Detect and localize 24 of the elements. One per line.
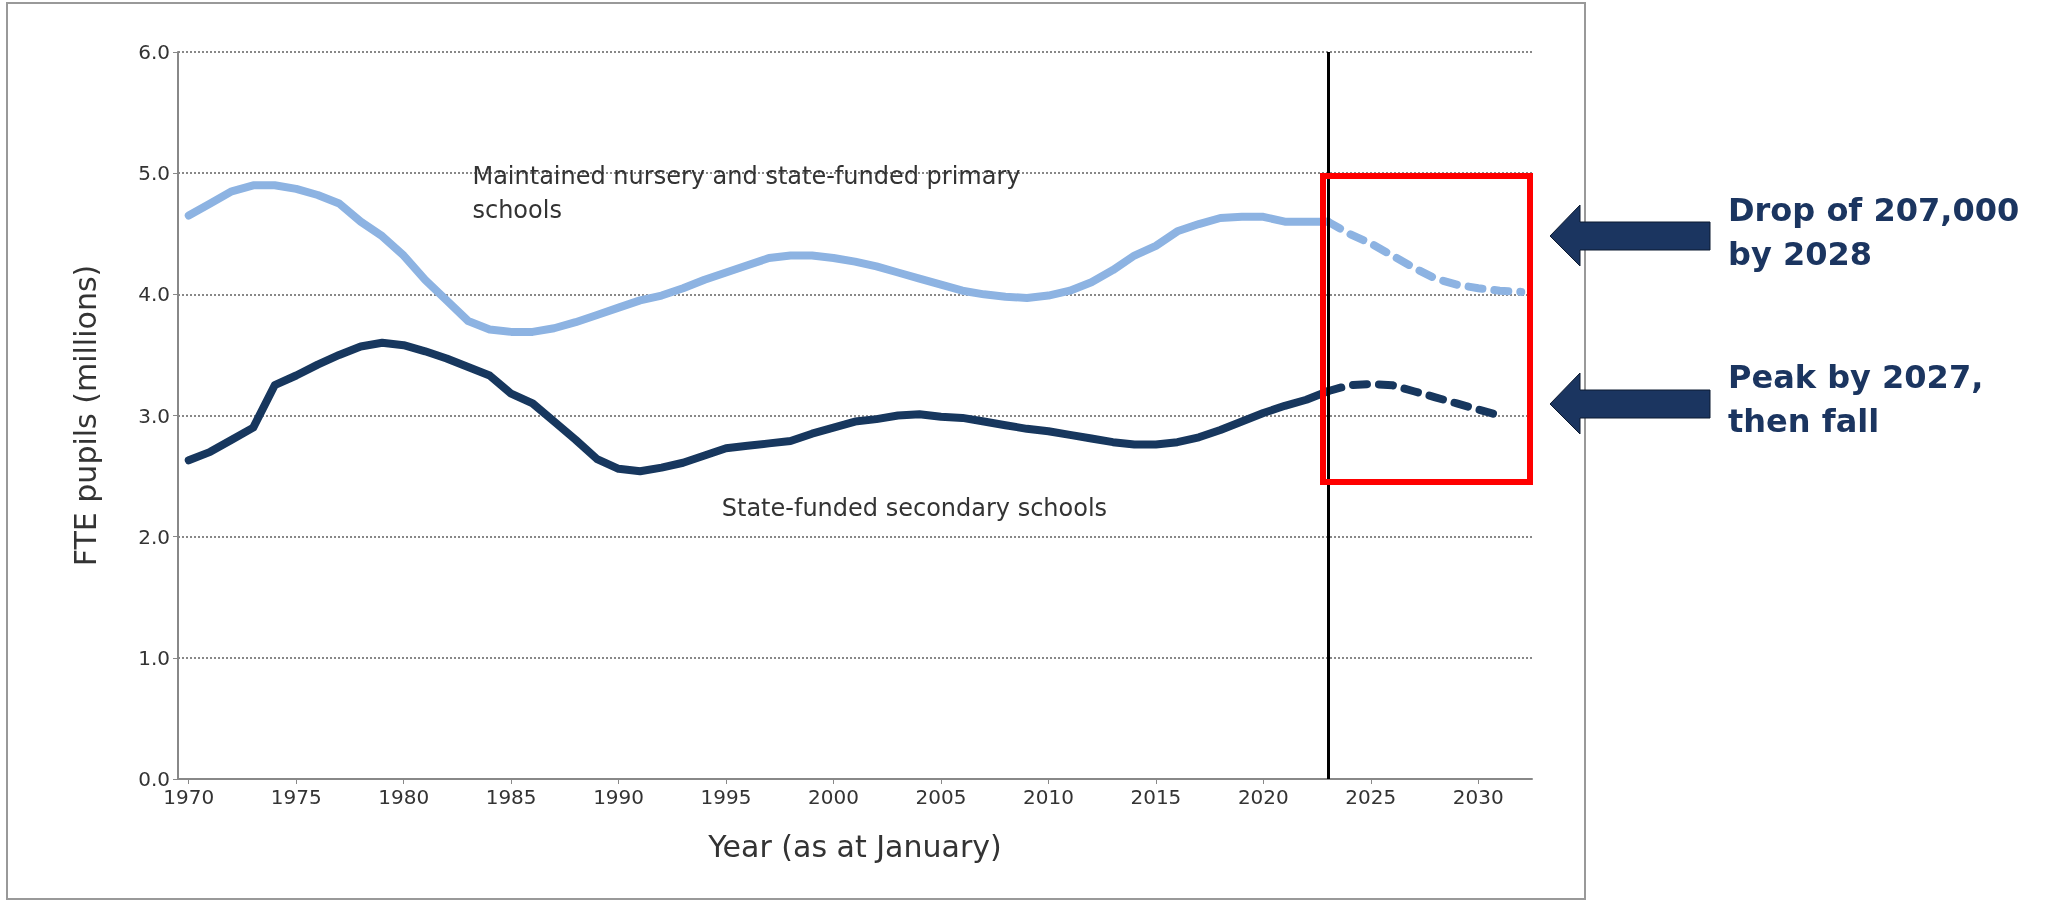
x-tick-label: 2020: [1237, 785, 1289, 809]
x-tick-label: 1980: [378, 785, 430, 809]
y-tick-label: 6.0: [138, 40, 170, 64]
x-tick-label: 2005: [915, 785, 967, 809]
x-axis-title: Year (as at January): [707, 828, 1002, 864]
x-tick-label: 1995: [700, 785, 752, 809]
x-tick-label: 2015: [1130, 785, 1182, 809]
x-tick-label: 1985: [485, 785, 537, 809]
y-tick-label: 2.0: [138, 524, 170, 549]
x-tick-label: 1990: [593, 785, 645, 809]
x-tick-label: 1975: [270, 785, 322, 809]
y-tick-label: 4.0: [138, 282, 170, 307]
x-tick-label: 2030: [1452, 785, 1504, 809]
y-tick-label: 5.0: [138, 161, 170, 186]
x-tick-label: 2000: [808, 785, 859, 809]
x-tick-label: 2010: [1022, 785, 1074, 809]
y-axis-title: FTE pupils (millions): [67, 264, 103, 567]
y-tick-label: 1.0: [138, 645, 170, 670]
text: Peak by 2027, then fall: [1728, 357, 1985, 442]
y-tick-label: 3.0: [138, 403, 170, 428]
text: Maintained nursery and state-funded primary schools: [472, 161, 1029, 224]
series-label: State-funded secondary schools: [721, 493, 1108, 522]
x-tick-label: 2025: [1345, 785, 1397, 809]
text: Drop of 207,000 by 2028: [1728, 190, 2021, 275]
